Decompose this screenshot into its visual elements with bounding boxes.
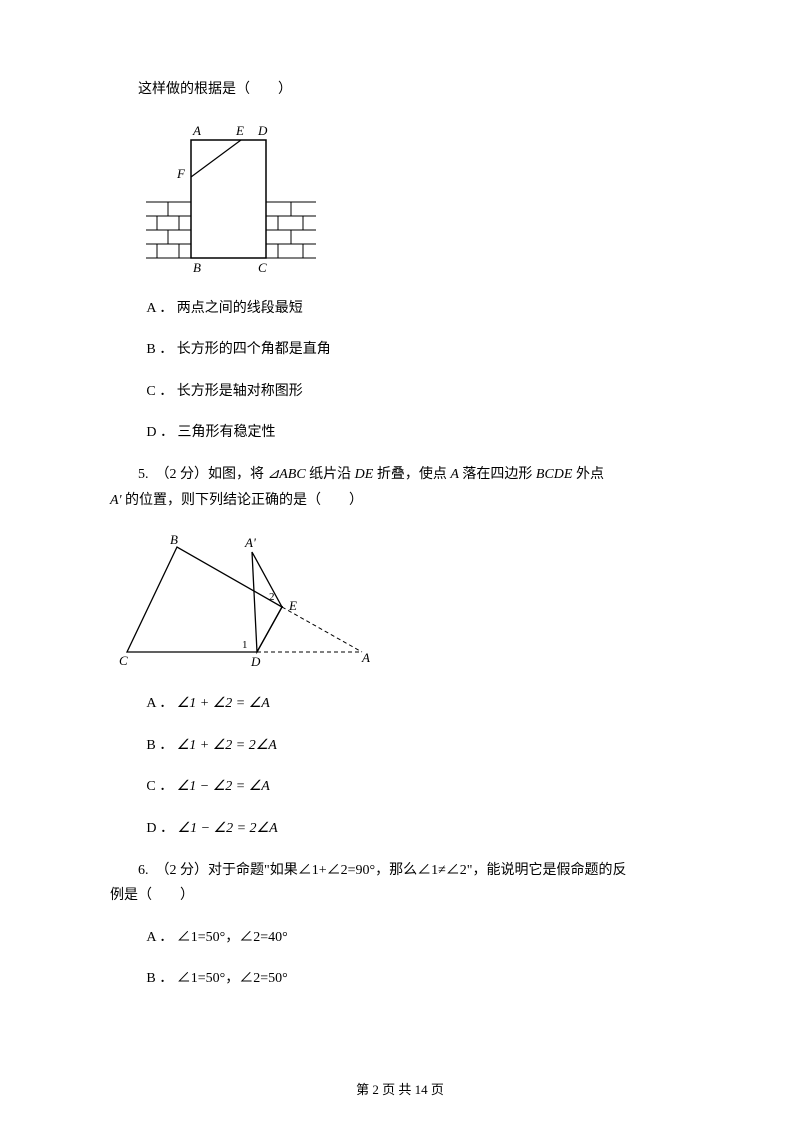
q5-stem-line2: A' 的位置，则下列结论正确的是（ ） <box>110 491 710 511</box>
q5-option-b: B ． ∠1 + ∠2 = 2∠A <box>110 736 710 756</box>
q5-stem-line1: 5. （2 分）如图，将 ⊿ABC 纸片沿 DE 折叠，使点 A 落在四边形 B… <box>110 465 710 485</box>
q6-stem-line1: 6. （2 分）对于命题"如果∠1+∠2=90°，那么∠1≠∠2"，能说明它是假… <box>110 861 710 881</box>
q5-label-e: E <box>288 598 297 613</box>
q5-optd-math: ∠1 − ∠2 = 2∠A <box>178 821 278 836</box>
q4-option-a: A ． 两点之间的线段最短 <box>110 299 710 319</box>
q5-optc-math: ∠1 − ∠2 = ∠A <box>177 779 270 794</box>
q5-option-a: A ． ∠1 + ∠2 = ∠A <box>110 694 710 714</box>
q5-stem-de: DE <box>355 467 374 482</box>
q4-label-c: C <box>258 260 267 275</box>
q5-figure: 1 2 B A' C D E A <box>117 532 710 672</box>
q5-option-c: C ． ∠1 − ∠2 = ∠A <box>110 777 710 797</box>
q5-stem-l2b: 的位置，则下列结论正确的是（ ） <box>125 493 363 508</box>
q5-stem-t5: 外点 <box>576 467 604 482</box>
q4-label-b: B <box>193 260 201 275</box>
q5-label-2: 2 <box>269 591 275 603</box>
page-footer: 第 2 页 共 14 页 <box>0 1079 800 1098</box>
q5-stem-abc: ⊿ABC <box>268 467 306 482</box>
q6-option-a: A ． ∠1=50°，∠2=40° <box>110 928 710 948</box>
q5-optb-pre: B ． <box>146 738 176 753</box>
q5-label-ap: A' <box>244 535 256 550</box>
q5-label-1: 1 <box>242 639 248 651</box>
q5-label-c: C <box>119 653 128 668</box>
q6-option-b: B ． ∠1=50°，∠2=50° <box>110 969 710 989</box>
q5-stem-t2: 纸片沿 <box>309 467 355 482</box>
q5-opta-math: ∠1 + ∠2 = ∠A <box>177 696 270 711</box>
q5-stem-ap: A' <box>110 493 122 508</box>
q6-stem-line2: 例是（ ） <box>110 886 710 906</box>
q5-stem-t4: 落在四边形 <box>462 467 536 482</box>
q5-label-a: A <box>361 650 370 665</box>
q4-label-d: D <box>257 123 268 138</box>
q5-optc-pre: C ． <box>146 779 176 794</box>
q5-optd-pre: D ． <box>146 821 177 836</box>
q4-option-b: B ． 长方形的四个角都是直角 <box>110 340 710 360</box>
q5-stem-bcde: BCDE <box>536 467 573 482</box>
q4-label-e: E <box>235 123 244 138</box>
q4-figure: A E D F B C <box>146 122 710 277</box>
q5-stem-t1: 5. （2 分）如图，将 <box>138 467 268 482</box>
q4-stem: 这样做的根据是（ ） <box>110 80 710 100</box>
q5-label-d: D <box>250 654 261 669</box>
q5-label-b: B <box>170 532 178 547</box>
q5-stem-a1: A <box>450 467 459 482</box>
q4-option-c: C ． 长方形是轴对称图形 <box>110 382 710 402</box>
q5-optb-math: ∠1 + ∠2 = 2∠A <box>177 738 277 753</box>
q5-opta-pre: A ． <box>146 696 176 711</box>
q5-stem-t3: 折叠，使点 <box>377 467 451 482</box>
q4-label-f: F <box>176 166 186 181</box>
q4-option-d: D ． 三角形有稳定性 <box>110 423 710 443</box>
q5-option-d: D ． ∠1 − ∠2 = 2∠A <box>110 819 710 839</box>
q4-label-a: A <box>192 123 201 138</box>
